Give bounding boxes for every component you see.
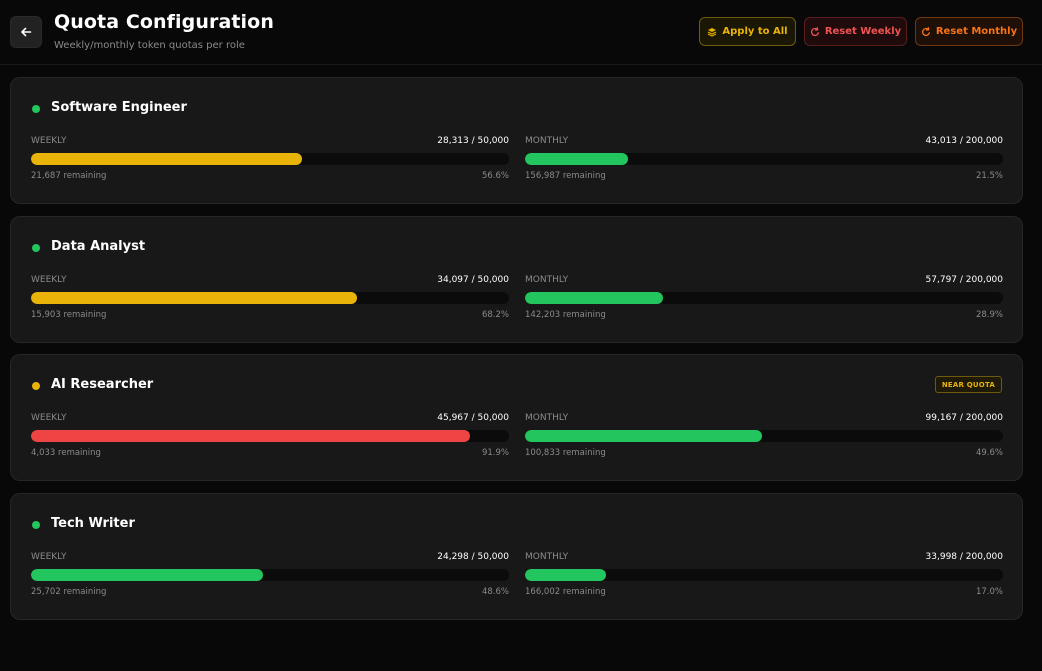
weekly-label: WEEKLY xyxy=(31,552,67,562)
monthly-percent: 49.6% xyxy=(975,448,1003,458)
role-card: Data Analyst WEEKLY 34,097 / 50,000 15,9… xyxy=(10,216,1023,343)
weekly-quota: WEEKLY 28,313 / 50,000 21,687 remaining … xyxy=(31,136,509,184)
page-title: Quota Configuration xyxy=(54,11,274,33)
monthly-progress-fill xyxy=(525,153,628,165)
weekly-usage: 24,298 / 50,000 xyxy=(437,552,509,562)
role-card: Tech Writer WEEKLY 24,298 / 50,000 25,70… xyxy=(10,493,1023,620)
near-quota-badge: NEAR QUOTA xyxy=(934,376,1002,393)
rotate-icon xyxy=(810,26,819,36)
rotate-icon xyxy=(921,26,930,36)
weekly-progress-track xyxy=(31,292,509,304)
weekly-label: WEEKLY xyxy=(31,136,67,146)
monthly-usage: 57,797 / 200,000 xyxy=(925,275,1003,285)
monthly-remaining: 142,203 remaining xyxy=(525,310,606,320)
monthly-usage: 43,013 / 200,000 xyxy=(925,136,1003,146)
role-card: Software Engineer WEEKLY 28,313 / 50,000… xyxy=(10,77,1023,204)
weekly-remaining: 21,687 remaining xyxy=(31,171,107,181)
weekly-progress-fill xyxy=(31,153,302,165)
monthly-remaining: 100,833 remaining xyxy=(525,448,606,458)
weekly-remaining: 15,903 remaining xyxy=(31,310,107,320)
monthly-progress-track xyxy=(525,430,1003,442)
reset-weekly-button[interactable]: Reset Weekly xyxy=(804,17,907,46)
back-button[interactable] xyxy=(10,16,42,48)
apply-to-all-label: Apply to All xyxy=(722,26,788,37)
monthly-progress-fill xyxy=(525,292,664,304)
weekly-progress-fill xyxy=(31,292,357,304)
role-card: AI Researcher NEAR QUOTA WEEKLY 45,967 /… xyxy=(10,354,1023,481)
weekly-remaining: 4,033 remaining xyxy=(31,448,101,458)
weekly-percent: 48.6% xyxy=(481,587,509,597)
weekly-progress-fill xyxy=(31,430,471,442)
arrow-left-icon xyxy=(21,27,32,37)
status-dot xyxy=(32,244,40,252)
page-header: Quota Configuration Weekly/monthly token… xyxy=(0,0,1042,65)
page-subtitle: Weekly/monthly token quotas per role xyxy=(54,40,245,51)
monthly-label: MONTHLY xyxy=(525,413,569,423)
weekly-usage: 45,967 / 50,000 xyxy=(437,413,509,423)
monthly-percent: 21.5% xyxy=(975,171,1003,181)
weekly-percent: 91.9% xyxy=(481,448,509,458)
role-name: Data Analyst xyxy=(51,239,146,254)
weekly-quota: WEEKLY 34,097 / 50,000 15,903 remaining … xyxy=(31,275,509,323)
monthly-quota: MONTHLY 57,797 / 200,000 142,203 remaini… xyxy=(525,275,1003,323)
layers-icon xyxy=(708,27,717,37)
status-dot xyxy=(32,521,40,529)
monthly-usage: 33,998 / 200,000 xyxy=(925,552,1003,562)
weekly-progress-track xyxy=(31,569,509,581)
weekly-progress-fill xyxy=(31,569,264,581)
weekly-usage: 34,097 / 50,000 xyxy=(437,275,509,285)
monthly-label: MONTHLY xyxy=(525,275,569,285)
monthly-percent: 17.0% xyxy=(975,587,1003,597)
monthly-percent: 28.9% xyxy=(975,310,1003,320)
role-name: Software Engineer xyxy=(51,100,187,115)
weekly-remaining: 25,702 remaining xyxy=(31,587,107,597)
reset-monthly-button[interactable]: Reset Monthly xyxy=(915,17,1023,46)
apply-to-all-button[interactable]: Apply to All xyxy=(699,17,796,46)
weekly-quota: WEEKLY 24,298 / 50,000 25,702 remaining … xyxy=(31,552,509,600)
monthly-quota: MONTHLY 99,167 / 200,000 100,833 remaini… xyxy=(525,413,1003,461)
weekly-quota: WEEKLY 45,967 / 50,000 4,033 remaining 9… xyxy=(31,413,509,461)
role-name: AI Researcher xyxy=(51,377,154,392)
weekly-progress-track xyxy=(31,430,509,442)
monthly-label: MONTHLY xyxy=(525,136,569,146)
weekly-percent: 56.6% xyxy=(481,171,509,181)
monthly-progress-track xyxy=(525,292,1003,304)
monthly-progress-track xyxy=(525,569,1003,581)
reset-monthly-label: Reset Monthly xyxy=(935,26,1018,37)
status-dot xyxy=(32,382,40,390)
monthly-usage: 99,167 / 200,000 xyxy=(925,413,1003,423)
monthly-progress-fill xyxy=(525,569,607,581)
weekly-usage: 28,313 / 50,000 xyxy=(437,136,509,146)
monthly-quota: MONTHLY 33,998 / 200,000 166,002 remaini… xyxy=(525,552,1003,600)
monthly-quota: MONTHLY 43,013 / 200,000 156,987 remaini… xyxy=(525,136,1003,184)
monthly-remaining: 166,002 remaining xyxy=(525,587,606,597)
reset-weekly-label: Reset Weekly xyxy=(824,26,902,37)
monthly-remaining: 156,987 remaining xyxy=(525,171,606,181)
status-dot xyxy=(32,105,40,113)
monthly-label: MONTHLY xyxy=(525,552,569,562)
weekly-progress-track xyxy=(31,153,509,165)
weekly-percent: 68.2% xyxy=(481,310,509,320)
monthly-progress-fill xyxy=(525,430,763,442)
weekly-label: WEEKLY xyxy=(31,413,67,423)
role-name: Tech Writer xyxy=(51,516,135,531)
monthly-progress-track xyxy=(525,153,1003,165)
weekly-label: WEEKLY xyxy=(31,275,67,285)
